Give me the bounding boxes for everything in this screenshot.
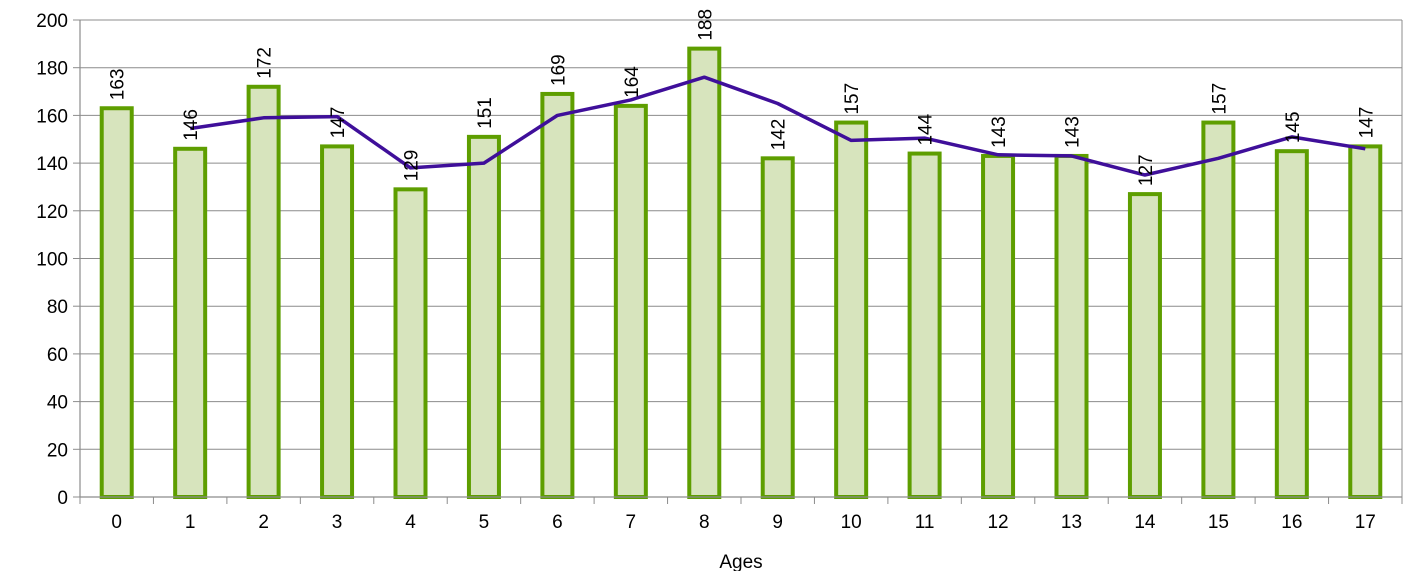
bar (981, 153, 1016, 499)
x-tick-label: 8 (699, 512, 710, 533)
bar (760, 156, 795, 500)
data-label: 157 (1209, 83, 1230, 115)
bar (99, 106, 134, 500)
bar (540, 91, 575, 499)
data-label: 172 (255, 47, 276, 79)
y-tick-label: 60 (47, 345, 68, 366)
y-tick-label: 200 (36, 11, 68, 32)
bar (466, 134, 501, 500)
bar (687, 46, 722, 500)
y-tick-labels: 0 20 40 60 80 100 120 140 160 180 200 (36, 11, 68, 509)
gridlines (80, 19, 1402, 450)
trend-line (189, 75, 1366, 177)
data-label: 143 (989, 116, 1010, 148)
bar (320, 144, 355, 499)
data-label: 142 (769, 119, 790, 151)
x-tick-label: 5 (479, 512, 490, 533)
x-tick-label: 15 (1208, 512, 1229, 533)
axes (73, 19, 1403, 504)
y-tick-label: 160 (36, 106, 68, 127)
bar (393, 187, 428, 500)
bar (613, 103, 648, 500)
x-tick-label: 13 (1061, 512, 1082, 533)
trend-line-series (189, 75, 1366, 177)
x-tick-label: 7 (626, 512, 637, 533)
x-tick-label: 2 (258, 512, 269, 533)
x-tick-label: 3 (332, 512, 343, 533)
bar (1054, 153, 1089, 499)
bar (246, 84, 281, 499)
bar (1127, 192, 1162, 499)
data-label: 151 (475, 97, 496, 129)
y-tick-label: 80 (47, 297, 68, 318)
x-tick-label: 0 (111, 512, 122, 533)
y-tick-label: 120 (36, 202, 68, 223)
y-tick-label: 180 (36, 59, 68, 80)
y-tick-label: 100 (36, 250, 68, 271)
y-tick-label: 40 (47, 393, 68, 414)
x-tick-label: 17 (1355, 512, 1376, 533)
x-tick-label: 11 (915, 512, 935, 533)
data-label: 144 (916, 113, 937, 145)
bar (173, 146, 208, 499)
bar (907, 151, 942, 499)
data-label: 157 (842, 83, 863, 115)
y-tick-label: 140 (36, 154, 68, 175)
data-label: 145 (1283, 111, 1304, 143)
data-label: 169 (548, 54, 569, 86)
data-label: 164 (622, 66, 643, 98)
data-label: 163 (108, 69, 129, 101)
data-labels: 163 146 172 147 129 151 169 164 188 142 157 144 143 1… (108, 9, 1378, 186)
data-label: 147 (1356, 107, 1377, 139)
data-label: 127 (1136, 154, 1157, 186)
y-tick-label: 20 (47, 440, 68, 461)
x-axis-title: Ages (719, 552, 762, 571)
data-label: 147 (328, 107, 349, 139)
bar (1348, 144, 1383, 499)
data-label: 146 (181, 109, 202, 141)
x-tick-label: 10 (841, 512, 862, 533)
bar (1274, 149, 1309, 500)
data-label: 188 (695, 9, 716, 41)
y-tick-label: 0 (57, 488, 68, 509)
data-label: 143 (1063, 116, 1084, 148)
data-label: 129 (402, 150, 423, 182)
x-tick-label: 4 (405, 512, 416, 533)
x-tick-label: 6 (552, 512, 563, 533)
bar (1201, 120, 1236, 500)
x-tick-label: 9 (772, 512, 783, 533)
x-tick-label: 12 (987, 512, 1008, 533)
x-tick-labels: 0 1 2 3 4 5 6 7 8 9 10 11 12 13 14 15 16 17 (111, 512, 1375, 533)
x-tick-label: 1 (185, 512, 196, 533)
x-tick-label: 14 (1134, 512, 1156, 533)
x-tick-label: 16 (1281, 512, 1302, 533)
bar (834, 120, 869, 500)
